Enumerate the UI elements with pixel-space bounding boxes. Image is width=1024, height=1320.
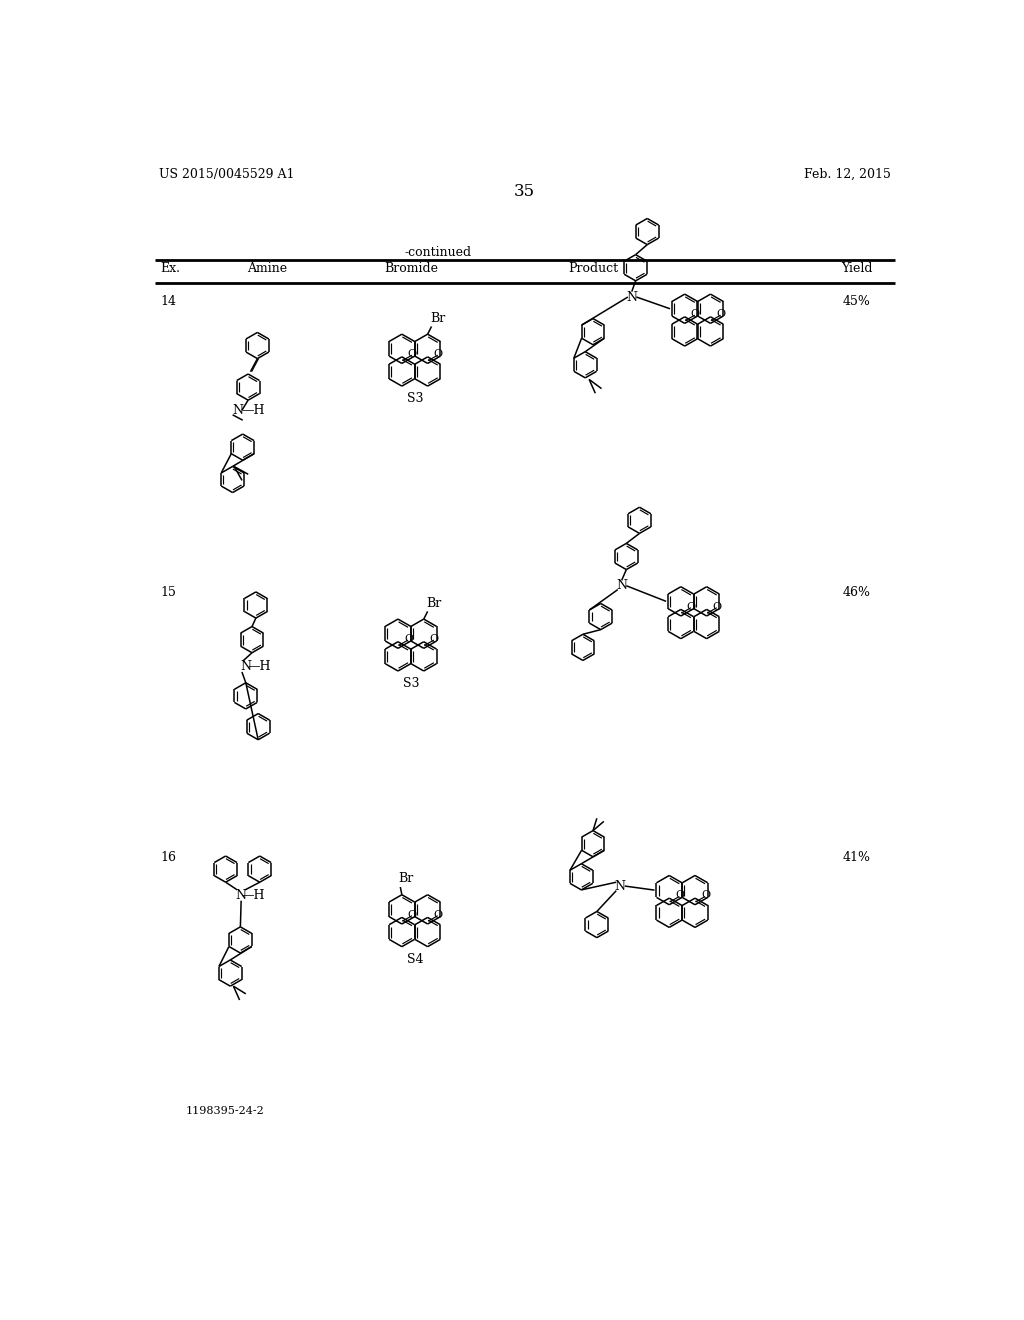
Text: N: N (232, 404, 244, 417)
Text: Ex.: Ex. (161, 263, 180, 276)
Text: 1198395-24-2: 1198395-24-2 (186, 1106, 265, 1115)
Text: Product: Product (568, 263, 618, 276)
Text: Br: Br (398, 873, 414, 886)
Text: US 2015/0045529 A1: US 2015/0045529 A1 (159, 168, 295, 181)
Text: 45%: 45% (843, 294, 870, 308)
Text: N: N (616, 579, 627, 593)
Text: —H: —H (242, 888, 265, 902)
Text: Br: Br (430, 312, 445, 325)
Text: N: N (627, 290, 637, 304)
Text: S3: S3 (402, 677, 419, 690)
Text: O: O (687, 602, 696, 611)
Text: O: O (404, 634, 413, 644)
Text: 41%: 41% (843, 851, 870, 865)
Text: —H: —H (242, 404, 265, 417)
Text: —H: —H (248, 660, 271, 673)
Text: O: O (433, 909, 442, 920)
Text: O: O (433, 348, 442, 359)
Text: O: O (717, 309, 726, 319)
Text: 46%: 46% (843, 586, 870, 599)
Text: N: N (614, 879, 626, 892)
Text: O: O (701, 890, 710, 900)
Text: O: O (675, 890, 684, 900)
Text: Feb. 12, 2015: Feb. 12, 2015 (804, 168, 891, 181)
Text: Bromide: Bromide (384, 263, 438, 276)
Text: Yield: Yield (841, 263, 872, 276)
Text: S3: S3 (407, 392, 423, 405)
Text: N: N (234, 888, 246, 902)
Text: Br: Br (426, 597, 441, 610)
Text: Amine: Amine (248, 263, 288, 276)
Text: 35: 35 (514, 183, 536, 201)
Text: N: N (241, 660, 251, 673)
Text: 16: 16 (161, 851, 176, 865)
Text: O: O (713, 602, 722, 611)
Text: O: O (408, 348, 417, 359)
Text: 15: 15 (161, 586, 176, 599)
Text: S4: S4 (407, 953, 423, 966)
Text: O: O (408, 909, 417, 920)
Text: 14: 14 (161, 294, 176, 308)
Text: O: O (691, 309, 699, 319)
Text: -continued: -continued (404, 246, 472, 259)
Text: O: O (430, 634, 439, 644)
